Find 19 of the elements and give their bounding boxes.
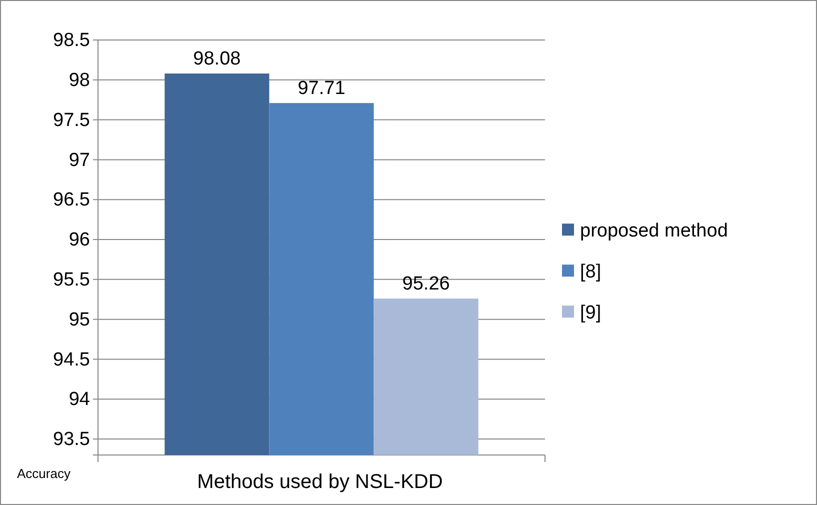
legend-label: [9] [580,302,602,324]
y-tick-label: 96.5 [53,190,90,211]
x-axis-title: Methods used by NSL-KDD [197,471,443,493]
y-tick-label: 97.5 [53,110,90,131]
y-tick-label: 93.5 [53,429,90,450]
y-tick-label: 95 [68,309,90,330]
legend-label: proposed method [580,220,728,242]
data-label: 97.71 [298,78,346,100]
y-tick-label: 94.5 [53,349,90,370]
y-tick-label: 98.5 [53,30,90,52]
data-label: 98.08 [193,48,241,70]
data-label: 95.26 [402,274,450,295]
y-tick-label: 94 [68,389,90,410]
y-axis-title: Accuracy [17,466,71,481]
y-tick-label: 96 [68,230,90,251]
y-tick-label: 98 [68,70,90,91]
y-tick-label: 95.5 [53,270,90,291]
legend-label: [8] [580,262,602,283]
y-tick-label: 97 [68,150,90,171]
